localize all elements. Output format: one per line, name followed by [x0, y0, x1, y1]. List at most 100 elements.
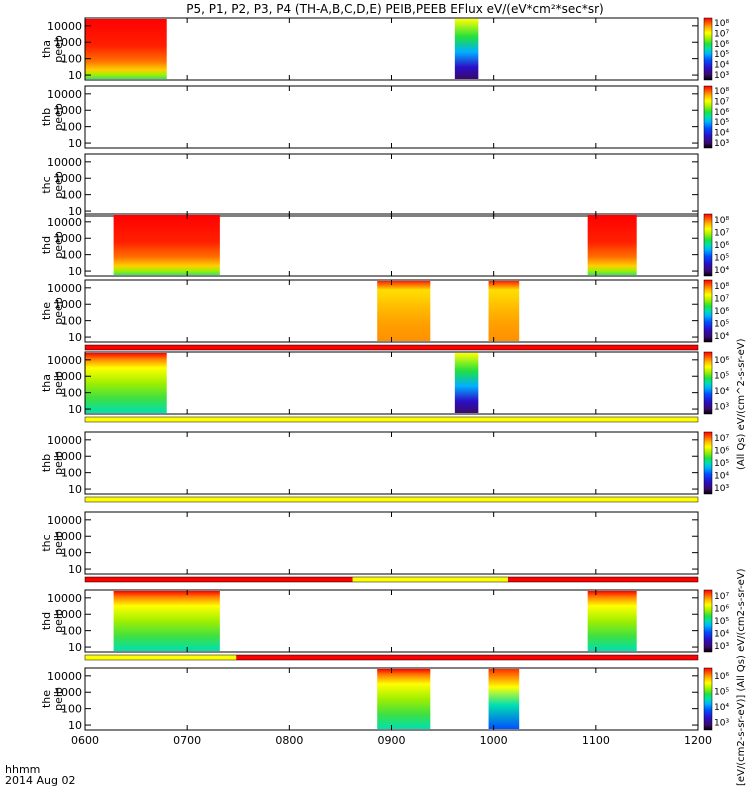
colorbar-scale	[703, 431, 713, 495]
mode-bar-frame	[84, 576, 699, 583]
y-tick-label: 10	[68, 483, 82, 496]
colorbar-tick-label: 10⁴	[714, 629, 729, 639]
panel-label-line: thc	[40, 534, 53, 551]
colorbar-scale	[703, 279, 713, 343]
colorbar-tick-label: 10⁴	[714, 129, 729, 139]
colorbar-scale	[703, 351, 713, 415]
y-tick-label: 10000	[47, 156, 82, 169]
y-tick-label: 10000	[47, 216, 82, 229]
y-tick-label: 1000	[54, 686, 82, 699]
mode-bar-frame	[84, 496, 699, 503]
colorbar-thb-peib: 10³ 10⁴ 10⁵ 10⁶ 10⁷	[703, 431, 729, 495]
colorbar-tick-label: 10³	[714, 642, 729, 652]
x-tick-label: 1200	[684, 734, 712, 747]
y-tick-label: 1000	[54, 172, 82, 185]
x-label-hhmm: hhmm	[5, 763, 40, 776]
panel-label-line: tha	[40, 40, 53, 58]
colorbar-thd-peeb: 10⁴ 10⁵ 10⁶ 10⁷ 10⁸	[703, 213, 729, 277]
mode-bar-segment	[85, 577, 353, 582]
y-tick-label: 1000	[54, 104, 82, 117]
colorbar-tick-label: 10⁶	[714, 307, 729, 317]
colorbar-tick-label: 10⁴	[714, 703, 729, 713]
colorbar-title-upper: (All Qs) eV/(cm^2-s-sr-eV)	[736, 338, 747, 470]
panel-label: thapeib	[40, 371, 65, 395]
panel-label-line: peib	[52, 687, 65, 711]
panel-thd-peeb: 10 100 1000 10000 thdpeeb 10⁴ 10⁵ 10⁶ 10⁷ 10⁸	[40, 213, 729, 278]
y-tick-label: 10	[68, 563, 82, 576]
y-tick-label: 10000	[47, 282, 82, 295]
panel-label: thcpeib	[40, 531, 65, 555]
panel-label: thapeeb	[40, 35, 65, 63]
colorbar-tick-label: 10⁵	[714, 319, 729, 329]
y-tick-label: 1000	[54, 608, 82, 621]
data-block-0	[377, 669, 431, 729]
colorbar-tick-label: 10⁴	[714, 332, 729, 342]
colorbar-tick-label: 10⁷	[714, 295, 729, 305]
colorbar-tick-label: 10⁷	[714, 229, 729, 239]
data-block-1	[488, 669, 520, 729]
panel-frame	[84, 17, 699, 81]
colorbar-scale	[703, 17, 713, 81]
panel-label-line: the	[40, 302, 53, 320]
colorbar-tick-label: 10⁶	[714, 40, 729, 50]
colorbar-tick-label: 10³	[714, 718, 729, 728]
x-label-date: 2014 Aug 02	[5, 774, 75, 787]
x-tick-label: 0700	[173, 734, 201, 747]
colorbar-tick-label: 10⁵	[714, 459, 729, 469]
colorbar-tick-label: 10³	[714, 71, 729, 81]
colorbar-scale	[703, 667, 713, 731]
panel-frame	[84, 351, 699, 415]
panel-label-line: peeb	[52, 35, 65, 63]
colorbar-tick-label: 10⁵	[714, 617, 729, 627]
mode-bar-segment	[352, 577, 508, 582]
colorbar-tick-label: 10⁴	[714, 387, 729, 397]
y-tick-label: 100	[61, 121, 82, 134]
data-block-1	[488, 281, 520, 341]
colorbar-tick-label: 10⁵	[714, 50, 729, 60]
mode-bar-frame	[84, 654, 699, 661]
y-tick-label: 10000	[47, 434, 82, 447]
y-tick-label: 10	[68, 641, 82, 654]
data-block-1	[454, 353, 479, 413]
colorbar-tick-label: 10⁷	[714, 434, 729, 444]
panel-label-line: tha	[40, 374, 53, 392]
y-tick-label: 10000	[47, 592, 82, 605]
y-tick-label: 10000	[47, 354, 82, 367]
colorbar-thd-peib: 10³ 10⁴ 10⁵ 10⁶ 10⁷	[703, 589, 729, 653]
y-tick-label: 100	[61, 467, 82, 480]
colorbar-tick-label: 10⁷	[714, 30, 729, 40]
y-tick-label: 1000	[54, 232, 82, 245]
panel-label: thbpeeb	[40, 103, 65, 131]
panel-the-peib: 10 100 1000 10000 thepeib 10³ 10⁴ 10⁵ 10⁶	[40, 667, 729, 732]
chart-title: P5, P1, P2, P3, P4 (TH-A,B,C,D,E) PEIB,P…	[186, 2, 603, 16]
colorbar-tick-label: 10⁵	[714, 118, 729, 128]
y-tick-label: 10	[68, 719, 82, 732]
y-tick-label: 100	[61, 189, 82, 202]
panel-frame	[84, 85, 699, 149]
x-tick-label: 0900	[378, 734, 406, 747]
colorbar-title-lower: [eV/(cm2-s-sr-eV)] (All Qs) eV/(cm2-s-sr…	[736, 568, 747, 786]
y-tick-label: 100	[61, 249, 82, 262]
colorbar-tick-label: 10⁶	[714, 605, 729, 615]
panel-label-line: thc	[40, 176, 53, 193]
panel-the-peeb: 10 100 1000 10000 thepeeb 10⁴ 10⁵ 10⁶ 10⁷ 10⁸	[40, 279, 729, 344]
panel-label: thbpeib	[40, 451, 65, 475]
colorbar-tick-label: 10⁵	[714, 687, 729, 697]
colorbar-scale	[703, 85, 713, 149]
x-tick-label: 0600	[71, 734, 99, 747]
panel-label: thepeeb	[40, 297, 65, 325]
x-tick-label: 0800	[275, 734, 303, 747]
y-tick-label: 100	[61, 387, 82, 400]
colorbar-tick-label: 10⁵	[714, 371, 729, 381]
y-tick-label: 10	[68, 69, 82, 82]
colorbar-tick-label: 10⁴	[714, 266, 729, 276]
y-tick-label: 100	[61, 625, 82, 638]
colorbar-tha-peib: 10³ 10⁴ 10⁵ 10⁶	[703, 351, 729, 415]
y-tick-label: 10000	[47, 88, 82, 101]
mode-bar-segment	[507, 577, 698, 582]
panel-frame	[84, 511, 699, 575]
